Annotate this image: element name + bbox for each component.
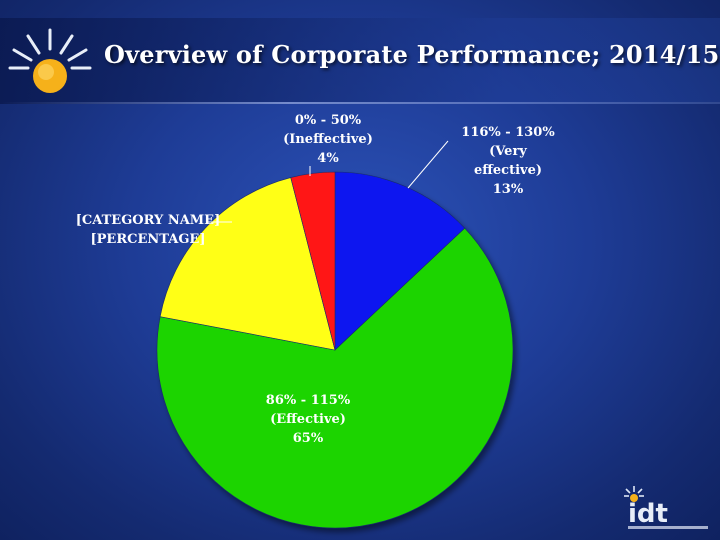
sun-icon: [8, 28, 92, 93]
idt-logo: idt: [624, 486, 668, 526]
svg-text:idt: idt: [628, 499, 668, 526]
slide-title: Overview of Corporate Performance; 2014/…: [104, 40, 720, 69]
pie-slice-category: [159, 177, 336, 351]
title-band: [0, 18, 720, 104]
pie-slice-very-effective: [334, 171, 466, 351]
data-label-ineffective: 0% - 50% (Ineffective) 4%: [283, 113, 373, 166]
title-underline: [0, 102, 720, 104]
data-label-category: [CATEGORY NAME] [PERCENTAGE]: [76, 213, 221, 247]
data-label-effective: 86% - 115% (Effective) 65%: [266, 393, 351, 446]
pie-slice-effective: [156, 227, 514, 529]
pie-slice-ineffective: [290, 171, 336, 351]
logo-tagline-bar: [628, 526, 708, 529]
leader-line-very-effective: [407, 140, 449, 189]
data-label-very-effective: 116% - 130% (Very effective) 13%: [461, 125, 555, 197]
